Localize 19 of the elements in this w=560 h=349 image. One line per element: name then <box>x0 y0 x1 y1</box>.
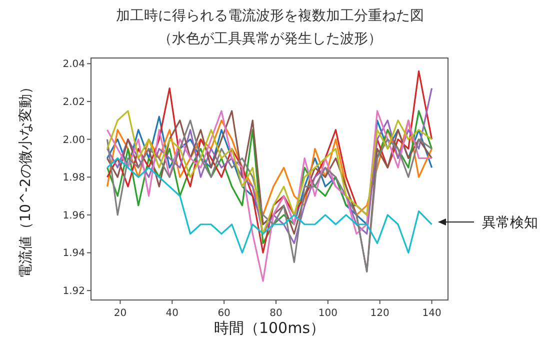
y-tick-label: 1.92 <box>62 286 85 298</box>
x-tick-label: 120 <box>370 308 390 319</box>
x-tick-label: 40 <box>166 308 179 319</box>
y-tick-label: 2.02 <box>62 96 85 108</box>
y-tick-label: 1.94 <box>62 248 85 260</box>
x-axis-title: 時間（100ms） <box>214 319 326 337</box>
y-tick-label: 1.96 <box>62 210 85 222</box>
text: 異常検知 <box>482 215 538 231</box>
y-tick-label: 2.04 <box>62 59 85 70</box>
y-axis-title: 電流値（10^-2の微小な変動） <box>18 80 34 278</box>
x-tick-label: 80 <box>270 308 282 319</box>
y-tick-label: 1.98 <box>62 172 85 184</box>
chart-subtitle: （水色が工具異常が発生した波形） <box>158 31 382 47</box>
x-tick-label: 20 <box>114 308 127 319</box>
x-tick-label: 140 <box>422 308 442 319</box>
x-tick-label: 60 <box>218 308 230 319</box>
chart-title: 加工時に得られる電流波形を複数加工分重ねた図 <box>116 8 424 24</box>
y-tick-label: 2.00 <box>62 134 85 146</box>
x-tick-label: 100 <box>318 308 338 319</box>
